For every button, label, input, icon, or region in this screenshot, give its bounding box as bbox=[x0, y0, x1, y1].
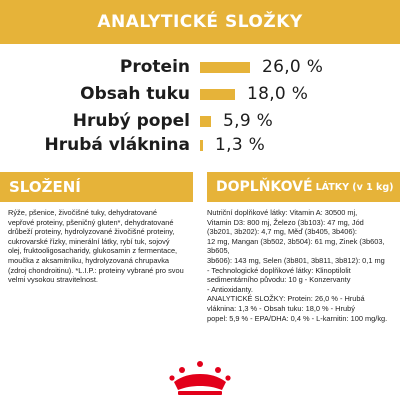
doplnkove-text: Nutriční doplňkové látky: Vitamin A: 305… bbox=[207, 208, 388, 323]
analytic-row: Hrubý popel 5,9 % bbox=[0, 110, 400, 132]
slozeni-title: SLOŽENÍ bbox=[0, 172, 193, 202]
analytic-value: 5,9 % bbox=[223, 111, 274, 131]
analytic-row: Obsah tuku 18,0 % bbox=[0, 83, 400, 105]
analytic-value: 18,0 % bbox=[247, 84, 309, 104]
analytic-value: 1,3 % bbox=[215, 135, 266, 155]
analytic-label: Protein bbox=[119, 57, 190, 77]
analytic-label: Obsah tuku bbox=[80, 84, 190, 104]
slozeni-text: Rýže, pšenice, živočišné tuky, dehydrato… bbox=[8, 208, 184, 285]
doplnkove-title-suffix: LÁTKY (v 1 kg) bbox=[315, 181, 394, 193]
analytic-row: Hrubá vláknina 1,3 % bbox=[0, 134, 400, 156]
analytic-value: 26,0 % bbox=[262, 57, 324, 77]
analytic-title: ANALYTICKÉ SLOŽKY bbox=[0, 0, 400, 44]
analytic-bar bbox=[200, 89, 235, 100]
analytic-row: Protein 26,0 % bbox=[0, 56, 400, 78]
doplnkove-title-main: DOPLŇKOVÉ bbox=[216, 179, 313, 195]
analytic-bar bbox=[200, 140, 203, 151]
doplnkove-title: DOPLŇKOVÉ LÁTKY (v 1 kg) bbox=[207, 172, 400, 202]
crown-icon bbox=[169, 361, 231, 395]
analytic-bar bbox=[200, 116, 211, 127]
analytic-label: Hrubý popel bbox=[72, 111, 190, 131]
analytic-bar bbox=[200, 62, 250, 73]
analytic-label: Hrubá vláknina bbox=[44, 135, 190, 155]
